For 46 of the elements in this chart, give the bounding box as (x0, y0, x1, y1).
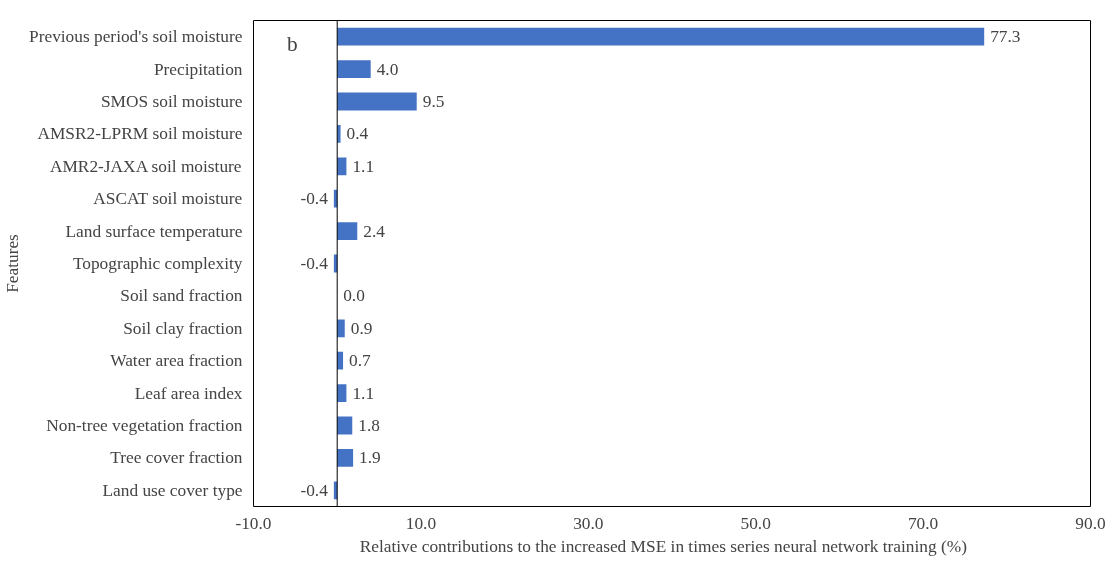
data-label: 2.4 (363, 221, 386, 241)
bar (337, 27, 985, 46)
data-label: 0.4 (346, 124, 369, 144)
x-tick-label: 90.0 (1075, 513, 1106, 533)
y-tick-label: Precipitation (153, 59, 243, 79)
y-tick-label: Topographic complexity (72, 254, 243, 273)
y-tick-label: Soil sand fraction (120, 286, 243, 306)
data-label: -0.4 (300, 189, 329, 209)
data-label: 0.9 (350, 318, 373, 338)
y-tick-label: ASCAT soil moisture (93, 189, 243, 209)
data-label: 1.9 (359, 448, 381, 468)
bar (333, 481, 338, 500)
y-tick-label: Soil clay fraction (123, 318, 243, 338)
bar (337, 60, 371, 79)
data-label: 1.1 (352, 383, 375, 403)
data-label: -0.4 (300, 254, 329, 273)
y-tick-label: Previous period's soil moisture (29, 27, 243, 47)
data-label: -0.4 (300, 480, 329, 500)
x-tick-label: 50.0 (740, 513, 771, 533)
y-tick-label: AMSR2-LPRM soil moisture (37, 124, 243, 144)
bar (337, 92, 417, 111)
data-label: 0.0 (343, 286, 365, 306)
bar (337, 222, 358, 241)
data-label: 1.1 (352, 156, 375, 176)
y-axis-title: Features (3, 233, 23, 293)
y-tick-label: Land use cover type (102, 480, 243, 500)
x-tick-label: 70.0 (907, 513, 939, 533)
x-tick-label: -10.0 (235, 513, 272, 533)
data-label: 4.0 (376, 59, 399, 79)
y-tick-label: SMOS soil moisture (100, 92, 243, 111)
data-label: 9.5 (422, 92, 445, 111)
bar (337, 448, 354, 467)
y-tick-label: Leaf area index (134, 383, 243, 403)
x-tick-label: 30.0 (573, 513, 604, 533)
y-tick-label: AMR2-JAXA soil moisture (49, 156, 242, 176)
x-tick-label: 10.0 (405, 513, 437, 533)
y-tick-label: Land surface temperature (65, 221, 243, 241)
y-tick-label: Non-tree vegetation fraction (46, 416, 243, 435)
bar (333, 189, 338, 208)
y-tick-label: Tree cover fraction (110, 448, 243, 468)
y-tick-label: Water area fraction (110, 351, 243, 371)
annotation: b (286, 32, 298, 57)
data-label: 1.8 (358, 416, 380, 435)
x-axis-title: Relative contributions to the increased MSE in times series neural network training (%) (359, 536, 968, 556)
data-label: 77.3 (990, 27, 1021, 47)
data-label: 0.7 (349, 351, 372, 371)
